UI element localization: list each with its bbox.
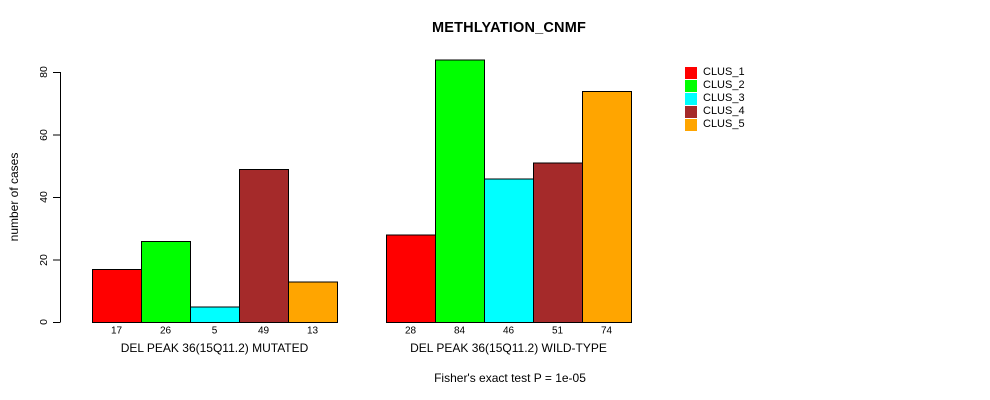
bar-clus_1-group1	[92, 268, 142, 323]
bar-clus_4-group1	[239, 168, 289, 323]
legend-item-clus_4: CLUS_4	[685, 105, 745, 118]
legend-swatch-icon	[685, 92, 697, 105]
y-tick-label: 0	[38, 319, 50, 325]
legend-item-clus_3: CLUS_3	[685, 92, 745, 105]
y-tick-label: 40	[38, 191, 50, 203]
bar-value-label: 51	[551, 325, 564, 337]
legend-swatch-icon	[685, 66, 697, 79]
legend-item-clus_2: CLUS_2	[685, 79, 745, 92]
bar-value-label: 49	[257, 325, 270, 337]
bar-clus_1-group2	[386, 234, 436, 323]
bar-clus_3-group2	[484, 178, 534, 323]
group-label: DEL PEAK 36(15Q11.2) WILD-TYPE	[410, 341, 607, 355]
bar-value-label: 84	[453, 325, 466, 337]
y-tick-label: 60	[38, 128, 50, 141]
legend-item-clus_5: CLUS_5	[685, 118, 745, 131]
annotation-text: Fisher's exact test P = 1e-05	[434, 371, 586, 385]
y-tick-label: 20	[38, 253, 50, 266]
legend-swatch-icon	[685, 79, 697, 92]
group-label: DEL PEAK 36(15Q11.2) MUTATED	[120, 341, 309, 355]
bar-value-label: 46	[502, 325, 515, 337]
bar-clus_2-group2	[435, 59, 485, 323]
legend-label: CLUS_2	[703, 79, 745, 91]
legend-label: CLUS_1	[703, 66, 745, 78]
bar-value-label: 74	[600, 325, 613, 337]
legend-swatch-icon	[685, 105, 697, 118]
legend-swatch-icon	[685, 118, 697, 131]
chart-title: METHLYATION_CNMF	[431, 20, 587, 36]
legend: CLUS_1 CLUS_2 CLUS_3 CLUS_4 CLUS_5	[685, 66, 745, 131]
bar-clus_3-group1	[190, 306, 240, 323]
bar-clus_5-group1	[288, 281, 338, 323]
bar-clus_2-group1	[141, 240, 191, 323]
legend-label: CLUS_4	[703, 105, 745, 117]
bar-clus_5-group2	[582, 90, 632, 323]
legend-item-clus_1: CLUS_1	[685, 66, 745, 79]
legend-label: CLUS_5	[703, 118, 745, 130]
bar-value-label: 26	[159, 325, 172, 337]
bar-value-label: 13	[306, 325, 319, 337]
bar-value-label: 17	[110, 325, 123, 337]
legend-label: CLUS_3	[703, 92, 745, 104]
y-tick-label: 80	[38, 66, 50, 78]
bar-value-label: 5	[211, 325, 218, 337]
bar-clus_4-group2	[533, 162, 583, 323]
bar-value-label: 28	[404, 325, 417, 337]
